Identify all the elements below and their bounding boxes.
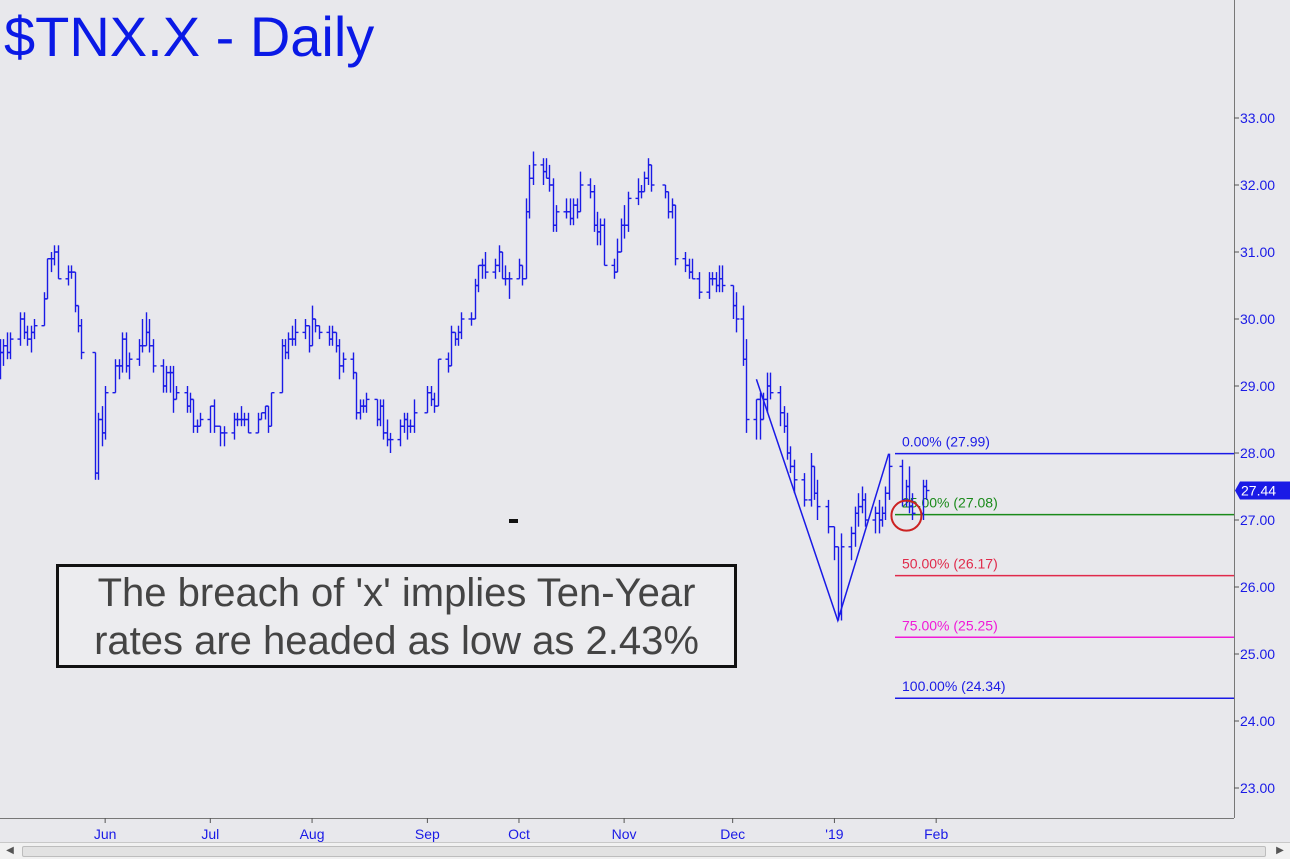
scrollbar-thumb[interactable]	[22, 846, 1266, 857]
ohlc-bar	[801, 473, 808, 507]
last-price-tag	[1235, 481, 1290, 500]
chart-title: $TNX.X - Daily	[4, 5, 375, 68]
ohlc-bar	[923, 479, 930, 500]
ohlc-bar	[211, 399, 218, 433]
ohlc-bar	[743, 339, 750, 433]
ohlc-bar	[553, 205, 560, 232]
ohlc-bar	[530, 151, 537, 185]
ohlc-bar	[648, 164, 655, 192]
circle-marker	[890, 499, 923, 532]
ohlc-bar	[150, 339, 157, 373]
x-tick-label: Sep	[415, 826, 440, 842]
x-tick-label: Nov	[612, 826, 637, 842]
last-price-label: 27.44	[1241, 483, 1276, 499]
ohlc-bar	[577, 171, 584, 213]
ohlc-bar	[672, 204, 679, 266]
retracement-label: 100.00% (24.34)	[902, 678, 1006, 694]
ohlc-bar	[340, 352, 347, 373]
ohlc-bar	[689, 258, 696, 280]
ohlc-bar	[55, 245, 62, 280]
x-tick-label: Jun	[94, 826, 117, 842]
y-tick-label: 23.00	[1240, 780, 1275, 796]
ohlc-bar	[719, 265, 726, 293]
ohlc-bar	[78, 319, 85, 360]
ohlc-bar	[862, 493, 869, 527]
y-tick-label: 26.00	[1240, 579, 1275, 595]
y-tick-label: 27.00	[1240, 512, 1275, 528]
ohlc-bar	[292, 319, 299, 346]
scroll-left-icon[interactable]: ◀	[6, 845, 14, 856]
y-tick-label: 24.00	[1240, 713, 1275, 729]
ohlc-bar	[909, 493, 916, 520]
ohlc-bar	[601, 218, 608, 267]
ohlc-bar	[268, 392, 275, 427]
x-tick-label: Aug	[300, 826, 325, 842]
ohlc-bar	[886, 453, 893, 500]
retracement-label: 75.00% (25.25)	[902, 617, 998, 633]
retracement-label: 25.00% (27.08)	[902, 495, 998, 511]
x-marker	[509, 519, 518, 523]
y-tick-label: 31.00	[1240, 244, 1275, 260]
ohlc-bar	[245, 412, 252, 434]
ohlc-bar	[221, 426, 228, 447]
y-tick-label: 30.00	[1240, 311, 1275, 327]
ohlc-bar	[791, 459, 798, 494]
horizontal-scrollbar[interactable]: ◀ ▶	[0, 842, 1290, 859]
annotation-box: The breach of 'x' implies Ten-Year rates…	[56, 564, 737, 668]
ohlc-bar	[411, 399, 418, 433]
ohlc-bar	[387, 432, 394, 453]
ohlc-bar	[767, 372, 774, 400]
ohlc-bar	[825, 499, 832, 534]
ohlc-bar	[31, 319, 38, 340]
x-tick-label: Jul	[201, 826, 219, 842]
retracement-label: 50.00% (26.17)	[902, 556, 998, 572]
ohlc-bar	[733, 292, 740, 333]
ohlc-bar	[197, 412, 204, 427]
x-tick-label: '19	[825, 826, 843, 842]
ohlc-bar	[435, 358, 442, 407]
y-tick-label: 29.00	[1240, 378, 1275, 394]
y-tick-label: 28.00	[1240, 445, 1275, 461]
x-tick-label: Dec	[720, 826, 745, 842]
ohlc-bar	[126, 352, 133, 380]
ohlc-bar	[814, 479, 821, 520]
x-tick-label: Feb	[924, 826, 948, 842]
ohlc-bar	[506, 272, 513, 299]
plot-area	[0, 0, 1234, 818]
ohlc-bar	[625, 191, 632, 232]
retracement-label: 0.00% (27.99)	[902, 434, 990, 450]
ohlc-bar	[7, 332, 14, 360]
scroll-right-icon[interactable]: ▶	[1276, 845, 1284, 856]
ohlc-bar	[696, 272, 703, 299]
y-tick-label: 32.00	[1240, 177, 1275, 193]
ohlc-bar	[102, 386, 109, 440]
ohlc-bar	[173, 386, 180, 401]
x-tick-label: Oct	[508, 826, 530, 842]
y-tick-label: 25.00	[1240, 646, 1275, 662]
y-tick-label: 33.00	[1240, 110, 1275, 126]
ohlc-bar	[458, 312, 465, 340]
ohlc-bar	[316, 325, 323, 340]
ohlc-bar	[838, 533, 845, 621]
ohlc-bar	[363, 392, 370, 413]
ohlc-bar	[482, 252, 489, 279]
